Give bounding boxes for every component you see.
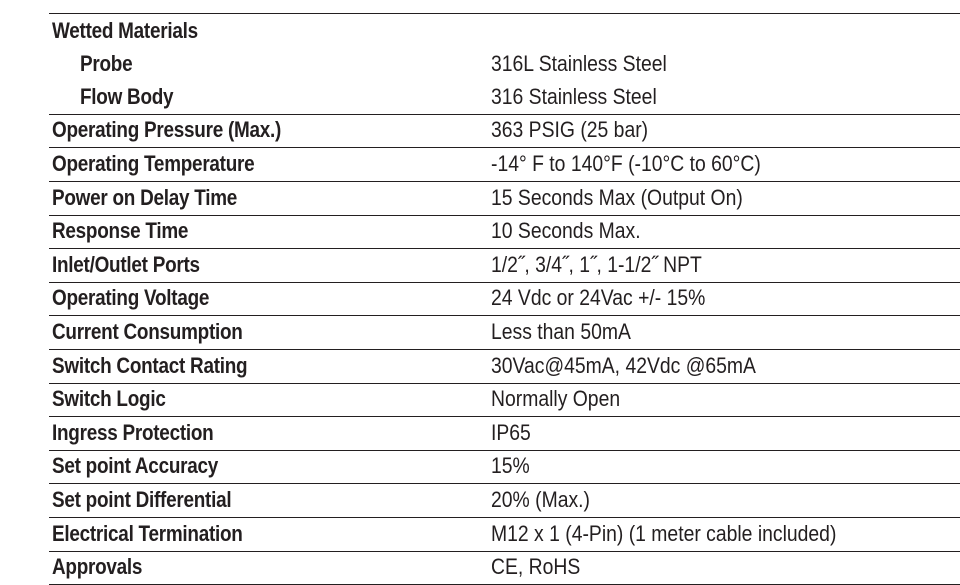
- spec-row-approvals: Approvals CE, RoHS: [49, 552, 960, 585]
- spec-label: Probe: [80, 51, 132, 77]
- specifications-table: Wetted Materials Probe 316L Stainless St…: [49, 13, 960, 585]
- spec-value: IP65: [491, 420, 531, 446]
- spec-row-operating-temperature: Operating Temperature -14° F to 140°F (-…: [49, 148, 960, 182]
- spec-value: 30Vac@45mA, 42Vdc @65mA: [491, 353, 756, 379]
- spec-row-ingress-protection: Ingress Protection IP65: [49, 417, 960, 451]
- spec-value: 316 Stainless Steel: [491, 84, 657, 110]
- spec-label: Set point Differential: [52, 487, 231, 513]
- spec-label: Switch Logic: [52, 386, 166, 412]
- spec-row-wetted-materials: Wetted Materials: [49, 14, 960, 48]
- spec-value: -14° F to 140°F (-10°C to 60°C): [491, 151, 761, 177]
- spec-label: Approvals: [52, 554, 142, 580]
- spec-value: M12 x 1 (4-Pin) (1 meter cable included): [491, 521, 836, 547]
- spec-value: 15 Seconds Max (Output On): [491, 185, 743, 211]
- spec-row-inlet-outlet-ports: Inlet/Outlet Ports 1/2˝, 3/4˝, 1˝, 1-1/2…: [49, 249, 960, 283]
- spec-value: 20% (Max.): [491, 487, 590, 513]
- spec-label: Flow Body: [80, 84, 173, 110]
- spec-value: 15%: [491, 453, 530, 479]
- spec-value: Normally Open: [491, 386, 620, 412]
- spec-value: CE, RoHS: [491, 554, 580, 580]
- spec-label: Operating Temperature: [52, 151, 254, 177]
- spec-value: 316L Stainless Steel: [491, 51, 667, 77]
- spec-row-flow-body: Flow Body 316 Stainless Steel: [49, 81, 960, 115]
- spec-label: Operating Voltage: [52, 285, 209, 311]
- spec-label: Response Time: [52, 218, 188, 244]
- spec-row-switch-contact-rating: Switch Contact Rating 30Vac@45mA, 42Vdc …: [49, 350, 960, 384]
- spec-value: 10 Seconds Max.: [491, 218, 641, 244]
- spec-row-set-point-differential: Set point Differential 20% (Max.): [49, 484, 960, 518]
- spec-label: Current Consumption: [52, 319, 243, 345]
- spec-label: Electrical Termination: [52, 521, 243, 547]
- spec-row-current-consumption: Current Consumption Less than 50mA: [49, 316, 960, 350]
- spec-label: Operating Pressure (Max.): [52, 117, 281, 143]
- spec-value: Less than 50mA: [491, 319, 631, 345]
- spec-label: Inlet/Outlet Ports: [52, 252, 200, 278]
- spec-label: Wetted Materials: [52, 18, 198, 44]
- spec-value: 24 Vdc or 24Vac +/- 15%: [491, 285, 705, 311]
- spec-label: Set point Accuracy: [52, 453, 218, 479]
- spec-value: 363 PSIG (25 bar): [491, 117, 648, 143]
- spec-row-response-time: Response Time 10 Seconds Max.: [49, 216, 960, 250]
- spec-label: Switch Contact Rating: [52, 353, 247, 379]
- spec-row-switch-logic: Switch Logic Normally Open: [49, 384, 960, 418]
- spec-row-power-on-delay: Power on Delay Time 15 Seconds Max (Outp…: [49, 182, 960, 216]
- spec-label: Power on Delay Time: [52, 185, 237, 211]
- spec-row-electrical-termination: Electrical Termination M12 x 1 (4-Pin) (…: [49, 518, 960, 552]
- spec-row-operating-pressure: Operating Pressure (Max.) 363 PSIG (25 b…: [49, 115, 960, 149]
- spec-label: Ingress Protection: [52, 420, 213, 446]
- spec-value: 1/2˝, 3/4˝, 1˝, 1-1/2˝ NPT: [491, 252, 702, 278]
- spec-row-set-point-accuracy: Set point Accuracy 15%: [49, 451, 960, 485]
- spec-row-operating-voltage: Operating Voltage 24 Vdc or 24Vac +/- 15…: [49, 283, 960, 317]
- spec-row-probe: Probe 316L Stainless Steel: [49, 48, 960, 82]
